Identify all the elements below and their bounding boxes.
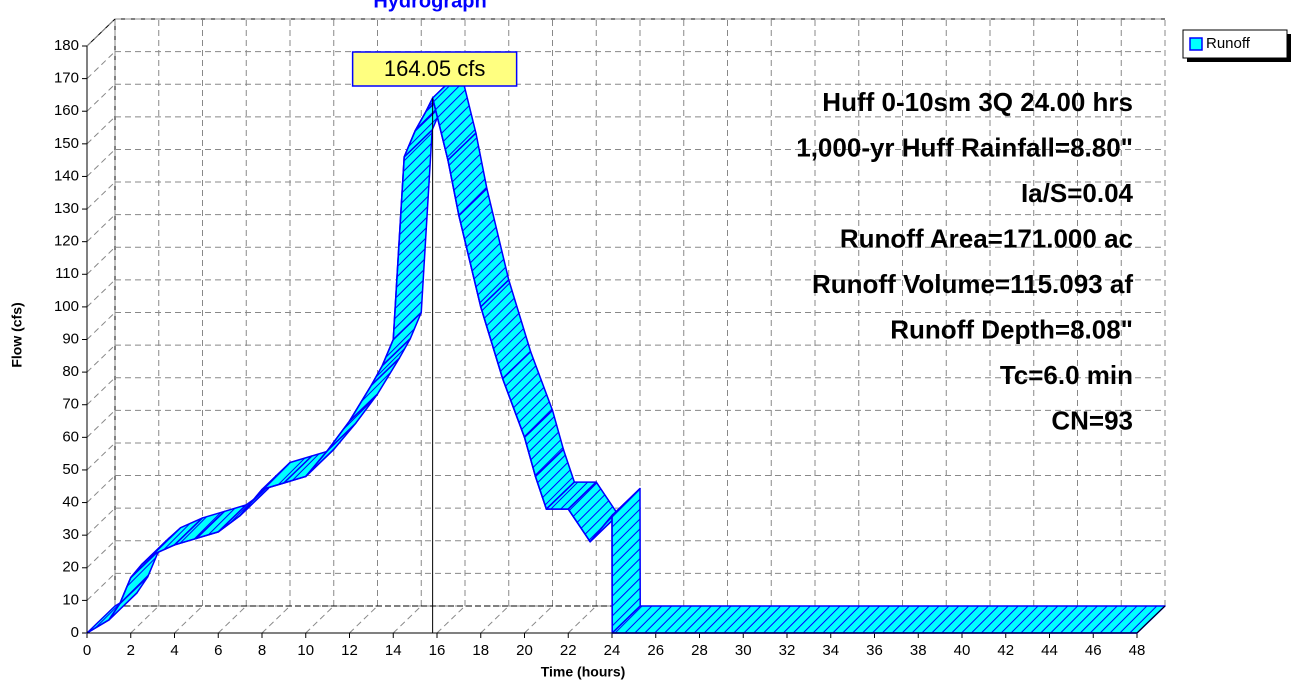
x-tick-label: 38 <box>910 642 927 659</box>
grid-line <box>86 344 116 373</box>
x-tick-label: 30 <box>735 642 752 659</box>
grid-line <box>130 605 160 634</box>
grid-line <box>349 605 378 634</box>
grid-line <box>305 605 335 634</box>
annotation: CN=93 <box>1051 405 1133 435</box>
grid-line <box>86 312 116 340</box>
y-tick-label: 170 <box>54 70 79 87</box>
grid-line <box>86 279 116 308</box>
ribbon-segment <box>348 357 401 422</box>
grid-line <box>86 116 116 145</box>
grid-line <box>567 605 597 634</box>
y-tick-label: 80 <box>62 363 79 380</box>
y-tick-label: 30 <box>62 526 79 543</box>
x-tick-label: 26 <box>647 642 664 659</box>
annotation: Tc=6.0 min <box>1000 360 1133 390</box>
grid-line <box>86 51 116 79</box>
x-tick-label: 40 <box>954 642 971 659</box>
x-tick-label: 22 <box>560 642 577 659</box>
x-tick-label: 4 <box>170 642 178 659</box>
grid-line <box>217 605 247 634</box>
legend-swatch <box>1189 37 1203 51</box>
x-tick-label: 6 <box>214 642 222 659</box>
y-tick-label: 90 <box>62 330 79 347</box>
y-tick-label: 120 <box>54 233 79 250</box>
ribbon-segment <box>119 549 160 605</box>
annotation: Runoff Depth=8.08" <box>890 314 1133 344</box>
annotation: Ia/S=0.04 <box>1021 178 1134 208</box>
y-tick-label: 140 <box>54 167 79 184</box>
x-tick-label: 2 <box>127 642 135 659</box>
x-tick-label: 12 <box>341 642 358 659</box>
x-tick-label: 36 <box>866 642 883 659</box>
peak-label-box <box>351 51 518 87</box>
grid-line <box>86 540 116 569</box>
x-tick-label: 42 <box>997 642 1014 659</box>
x-tick-label: 14 <box>385 642 402 659</box>
x-tick-label: 28 <box>691 642 708 659</box>
peak-label: 164.05 cfs <box>384 56 486 81</box>
annotation: Huff 0-10sm 3Q 24.00 hrs <box>822 87 1133 117</box>
ribbon-segment <box>326 393 379 452</box>
chart-title: Hydrograph <box>373 0 486 12</box>
grid-line <box>86 181 116 210</box>
x-tick-label: 16 <box>429 642 446 659</box>
x-tick-label: 34 <box>822 642 839 659</box>
grid-line <box>86 573 116 601</box>
annotation: Runoff Volume=115.093 af <box>812 269 1133 299</box>
y-tick-label: 0 <box>71 624 79 641</box>
frame <box>1136 605 1166 634</box>
y-tick-label: 20 <box>62 559 79 576</box>
y-tick-label: 110 <box>55 265 79 282</box>
y-tick-label: 150 <box>54 135 79 152</box>
x-tick-label: 18 <box>472 642 489 659</box>
grid-line <box>524 605 553 634</box>
grid-line <box>261 605 291 634</box>
y-tick-label: 10 <box>62 591 79 608</box>
grid-line <box>86 409 116 438</box>
grid-line <box>86 246 116 275</box>
grid-line <box>436 605 466 634</box>
grid-line <box>86 18 116 47</box>
x-tick-label: 10 <box>297 642 314 659</box>
series-line <box>86 95 1137 634</box>
x-tick-label: 8 <box>258 642 266 659</box>
grid-line <box>86 214 116 243</box>
y-tick-label: 100 <box>54 298 79 315</box>
y-tick-label: 70 <box>62 396 79 413</box>
y-tick-label: 130 <box>54 200 79 217</box>
x-tick-label: 44 <box>1041 642 1058 659</box>
y-tick-label: 60 <box>62 428 79 445</box>
y-tick-label: 180 <box>54 37 79 54</box>
x-tick-label: 24 <box>604 642 621 659</box>
x-tick-label: 46 <box>1085 642 1102 659</box>
y-tick-label: 160 <box>54 102 79 119</box>
grid-line <box>86 475 116 503</box>
x-tick-label: 20 <box>516 642 533 659</box>
grid-line <box>86 149 116 177</box>
x-tick-label: 0 <box>83 642 91 659</box>
legend-label: Runoff <box>1206 35 1251 52</box>
grid-line <box>86 377 116 406</box>
grid-line <box>392 605 422 634</box>
x-tick-label: 48 <box>1129 642 1146 659</box>
grid-line <box>174 605 203 634</box>
grid-line <box>86 442 116 471</box>
x-tick-label: 32 <box>779 642 796 659</box>
y-tick-label: 40 <box>62 494 79 511</box>
grid-line <box>86 507 116 536</box>
ribbon-segment <box>611 605 1166 634</box>
y-tick-label: 50 <box>62 461 79 478</box>
annotation: 1,000-yr Huff Rainfall=8.80" <box>796 132 1133 162</box>
x-axis-label: Time (hours) <box>541 664 626 680</box>
annotation: Runoff Area=171.000 ac <box>840 223 1133 253</box>
y-axis-label: Flow (cfs) <box>9 302 25 367</box>
grid-line <box>86 83 116 112</box>
grid-line <box>480 605 510 634</box>
